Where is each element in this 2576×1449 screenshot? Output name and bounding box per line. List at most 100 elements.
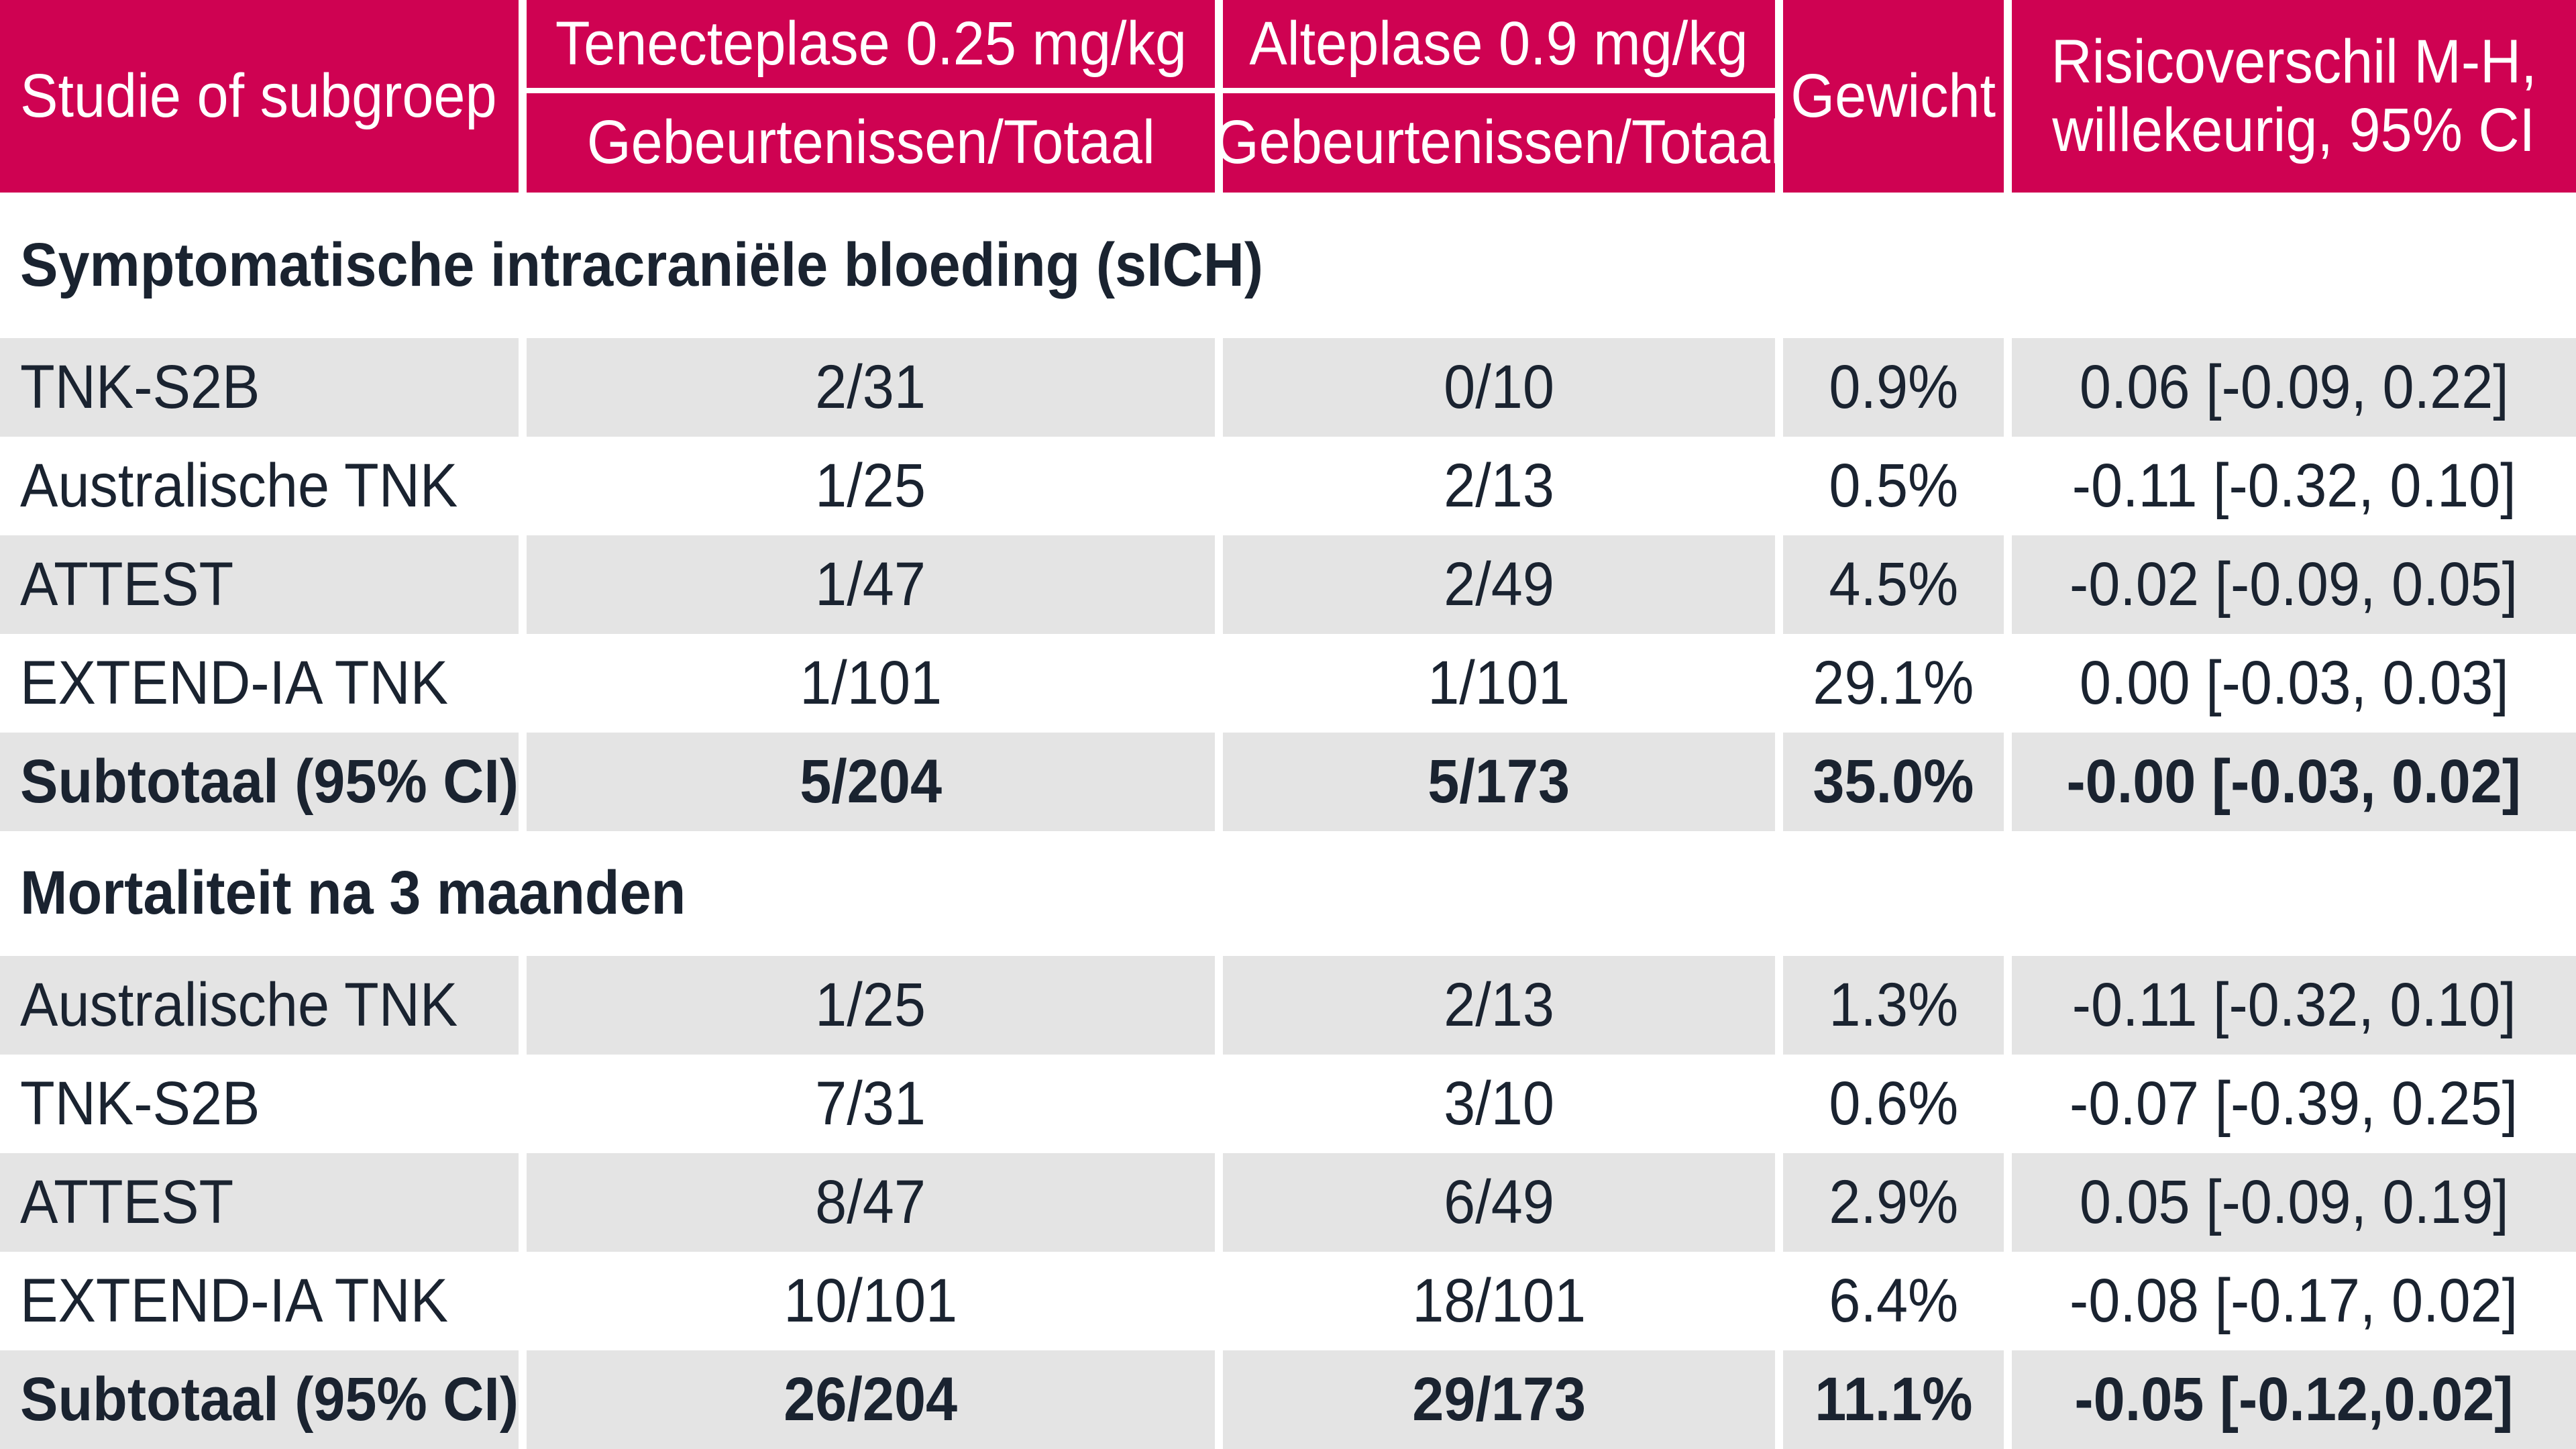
tenecteplase-events-cell: 5/204 — [527, 733, 1215, 831]
header-tenecteplase-events-total: Gebeurtenissen/Totaal — [527, 93, 1215, 193]
risk-difference-value: -0.05 [-0.12,0.02] — [2074, 1364, 2514, 1434]
tenecteplase-events-cell: 1/25 — [527, 956, 1215, 1055]
weight-cell: 1.3% — [1783, 956, 2004, 1055]
table-row: ATTEST 1/47 2/49 4.5% -0.02 [-0.09, 0.05… — [0, 535, 2576, 634]
weight-cell: 0.5% — [1783, 437, 2004, 535]
section-header-row: Mortaliteit na 3 maanden — [0, 831, 2576, 956]
weight-cell: 6.4% — [1783, 1252, 2004, 1350]
risk-difference-cell: 0.00 [-0.03, 0.03] — [2012, 634, 2576, 733]
risk-difference-cell: -0.07 [-0.39, 0.25] — [2012, 1055, 2576, 1153]
tenecteplase-events-value: 7/31 — [815, 1069, 926, 1138]
alteplase-events-cell: 29/173 — [1223, 1350, 1775, 1449]
tenecteplase-events-value: 1/47 — [815, 549, 926, 619]
alteplase-events-cell: 3/10 — [1223, 1055, 1775, 1153]
table-row: TNK-S2B 2/31 0/10 0.9% 0.06 [-0.09, 0.22… — [0, 338, 2576, 437]
header-alteplase-group: Alteplase 0.9 mg/kg — [1223, 0, 1775, 93]
alteplase-events-cell: 2/49 — [1223, 535, 1775, 634]
table-row: TNK-S2B 7/31 3/10 0.6% -0.07 [-0.39, 0.2… — [0, 1055, 2576, 1153]
header-tenecteplase-column: Tenecteplase 0.25 mg/kg Gebeurtenissen/T… — [527, 0, 1215, 193]
header-weight-label: Gewicht — [1790, 61, 1996, 130]
table-row: Australische TNK 1/25 2/13 0.5% -0.11 [-… — [0, 437, 2576, 535]
risk-difference-value: -0.08 [-0.17, 0.02] — [2070, 1266, 2518, 1335]
header-tenecteplase-group: Tenecteplase 0.25 mg/kg — [527, 0, 1215, 93]
tenecteplase-events-value: 5/204 — [800, 747, 942, 816]
weight-cell: 2.9% — [1783, 1153, 2004, 1252]
risk-difference-value: -0.02 [-0.09, 0.05] — [2070, 549, 2518, 619]
study-cell: Subtotaal (95% CI) — [0, 733, 519, 831]
tenecteplase-events-cell: 1/47 — [527, 535, 1215, 634]
risk-difference-value: -0.11 [-0.32, 0.10] — [2072, 451, 2516, 520]
header-risk-difference-column: Risicoverschil M-H, willekeurig, 95% CI — [2012, 0, 2576, 193]
alteplase-events-cell: 2/13 — [1223, 437, 1775, 535]
study-cell: Subtotaal (95% CI) — [0, 1350, 519, 1449]
header-risk-line2: willekeurig, 95% CI — [2031, 95, 2556, 164]
weight-value: 35.0% — [1813, 747, 1974, 816]
risk-difference-value: -0.00 [-0.03, 0.02] — [2066, 747, 2522, 816]
study-label: Australische TNK — [20, 451, 458, 520]
study-cell: TNK-S2B — [0, 338, 519, 437]
weight-value: 0.6% — [1829, 1069, 1958, 1138]
alteplase-events-value: 5/173 — [1428, 747, 1570, 816]
tenecteplase-events-value: 8/47 — [815, 1167, 926, 1236]
tenecteplase-events-value: 1/25 — [815, 970, 926, 1039]
alteplase-events-value: 2/13 — [1444, 970, 1554, 1039]
risk-difference-value: -0.11 [-0.32, 0.10] — [2072, 970, 2516, 1039]
header-risk-line2-label: willekeurig, 95% CI — [2052, 95, 2536, 164]
alteplase-events-value: 29/173 — [1412, 1364, 1586, 1434]
study-cell: EXTEND-IA TNK — [0, 634, 519, 733]
study-cell: Australische TNK — [0, 956, 519, 1055]
alteplase-events-value: 2/13 — [1444, 451, 1554, 520]
study-label: TNK-S2B — [20, 352, 260, 421]
tenecteplase-events-cell: 1/25 — [527, 437, 1215, 535]
weight-value: 4.5% — [1829, 549, 1958, 619]
study-cell: ATTEST — [0, 535, 519, 634]
header-alteplase-events-total: Gebeurtenissen/Totaal — [1223, 93, 1775, 193]
weight-cell: 11.1% — [1783, 1350, 2004, 1449]
risk-difference-value: 0.06 [-0.09, 0.22] — [2079, 352, 2509, 421]
header-risk-line1: Risicoverschil M-H, — [2030, 28, 2558, 96]
section-title-cell: Mortaliteit na 3 maanden — [0, 831, 2576, 956]
tenecteplase-events-value: 10/101 — [784, 1266, 958, 1335]
weight-cell: 4.5% — [1783, 535, 2004, 634]
table-row: EXTEND-IA TNK 1/101 1/101 29.1% 0.00 [-0… — [0, 634, 2576, 733]
risk-difference-cell: -0.05 [-0.12,0.02] — [2012, 1350, 2576, 1449]
study-label: ATTEST — [20, 1167, 234, 1236]
header-alteplase-column: Alteplase 0.9 mg/kg Gebeurtenissen/Totaa… — [1223, 0, 1775, 193]
tenecteplase-events-cell: 8/47 — [527, 1153, 1215, 1252]
header-alteplase-label: Alteplase 0.9 mg/kg — [1249, 9, 1749, 78]
risk-difference-cell: -0.11 [-0.32, 0.10] — [2012, 437, 2576, 535]
alteplase-events-cell: 18/101 — [1223, 1252, 1775, 1350]
table-row: ATTEST 8/47 6/49 2.9% 0.05 [-0.09, 0.19] — [0, 1153, 2576, 1252]
alteplase-events-value: 3/10 — [1444, 1069, 1554, 1138]
header-study-label: Studie of subgroep — [20, 61, 497, 130]
header-tenecteplase-label: Tenecteplase 0.25 mg/kg — [555, 9, 1187, 78]
header-weight-column: Gewicht — [1783, 0, 2004, 193]
table-row: EXTEND-IA TNK 10/101 18/101 6.4% -0.08 [… — [0, 1252, 2576, 1350]
weight-cell: 0.6% — [1783, 1055, 2004, 1153]
risk-difference-value: 0.00 [-0.03, 0.03] — [2079, 648, 2509, 717]
study-cell: TNK-S2B — [0, 1055, 519, 1153]
header-study-column: Studie of subgroep — [0, 0, 519, 193]
study-label: Australische TNK — [20, 970, 458, 1039]
weight-cell: 35.0% — [1783, 733, 2004, 831]
alteplase-events-value: 2/49 — [1444, 549, 1554, 619]
weight-cell: 0.9% — [1783, 338, 2004, 437]
risk-difference-value: 0.05 [-0.09, 0.19] — [2079, 1167, 2509, 1236]
tenecteplase-events-cell: 26/204 — [527, 1350, 1215, 1449]
table-row: Australische TNK 1/25 2/13 1.3% -0.11 [-… — [0, 956, 2576, 1055]
tenecteplase-events-cell: 2/31 — [527, 338, 1215, 437]
subtotal-row: Subtotaal (95% CI) 5/204 5/173 35.0% -0.… — [0, 733, 2576, 831]
risk-difference-cell: -0.02 [-0.09, 0.05] — [2012, 535, 2576, 634]
risk-difference-value: -0.07 [-0.39, 0.25] — [2070, 1069, 2518, 1138]
header-risk-line1-label: Risicoverschil M-H, — [2051, 28, 2537, 97]
study-label: Subtotaal (95% CI) — [20, 1364, 519, 1434]
alteplase-events-cell: 0/10 — [1223, 338, 1775, 437]
study-label: ATTEST — [20, 549, 234, 619]
section-header-row: Symptomatische intracraniële bloeding (s… — [0, 193, 2576, 338]
tenecteplase-events-cell: 10/101 — [527, 1252, 1215, 1350]
weight-value: 1.3% — [1829, 970, 1958, 1039]
alteplase-events-value: 6/49 — [1444, 1167, 1554, 1236]
tenecteplase-events-value: 1/101 — [800, 648, 942, 717]
alteplase-events-value: 0/10 — [1444, 352, 1554, 421]
